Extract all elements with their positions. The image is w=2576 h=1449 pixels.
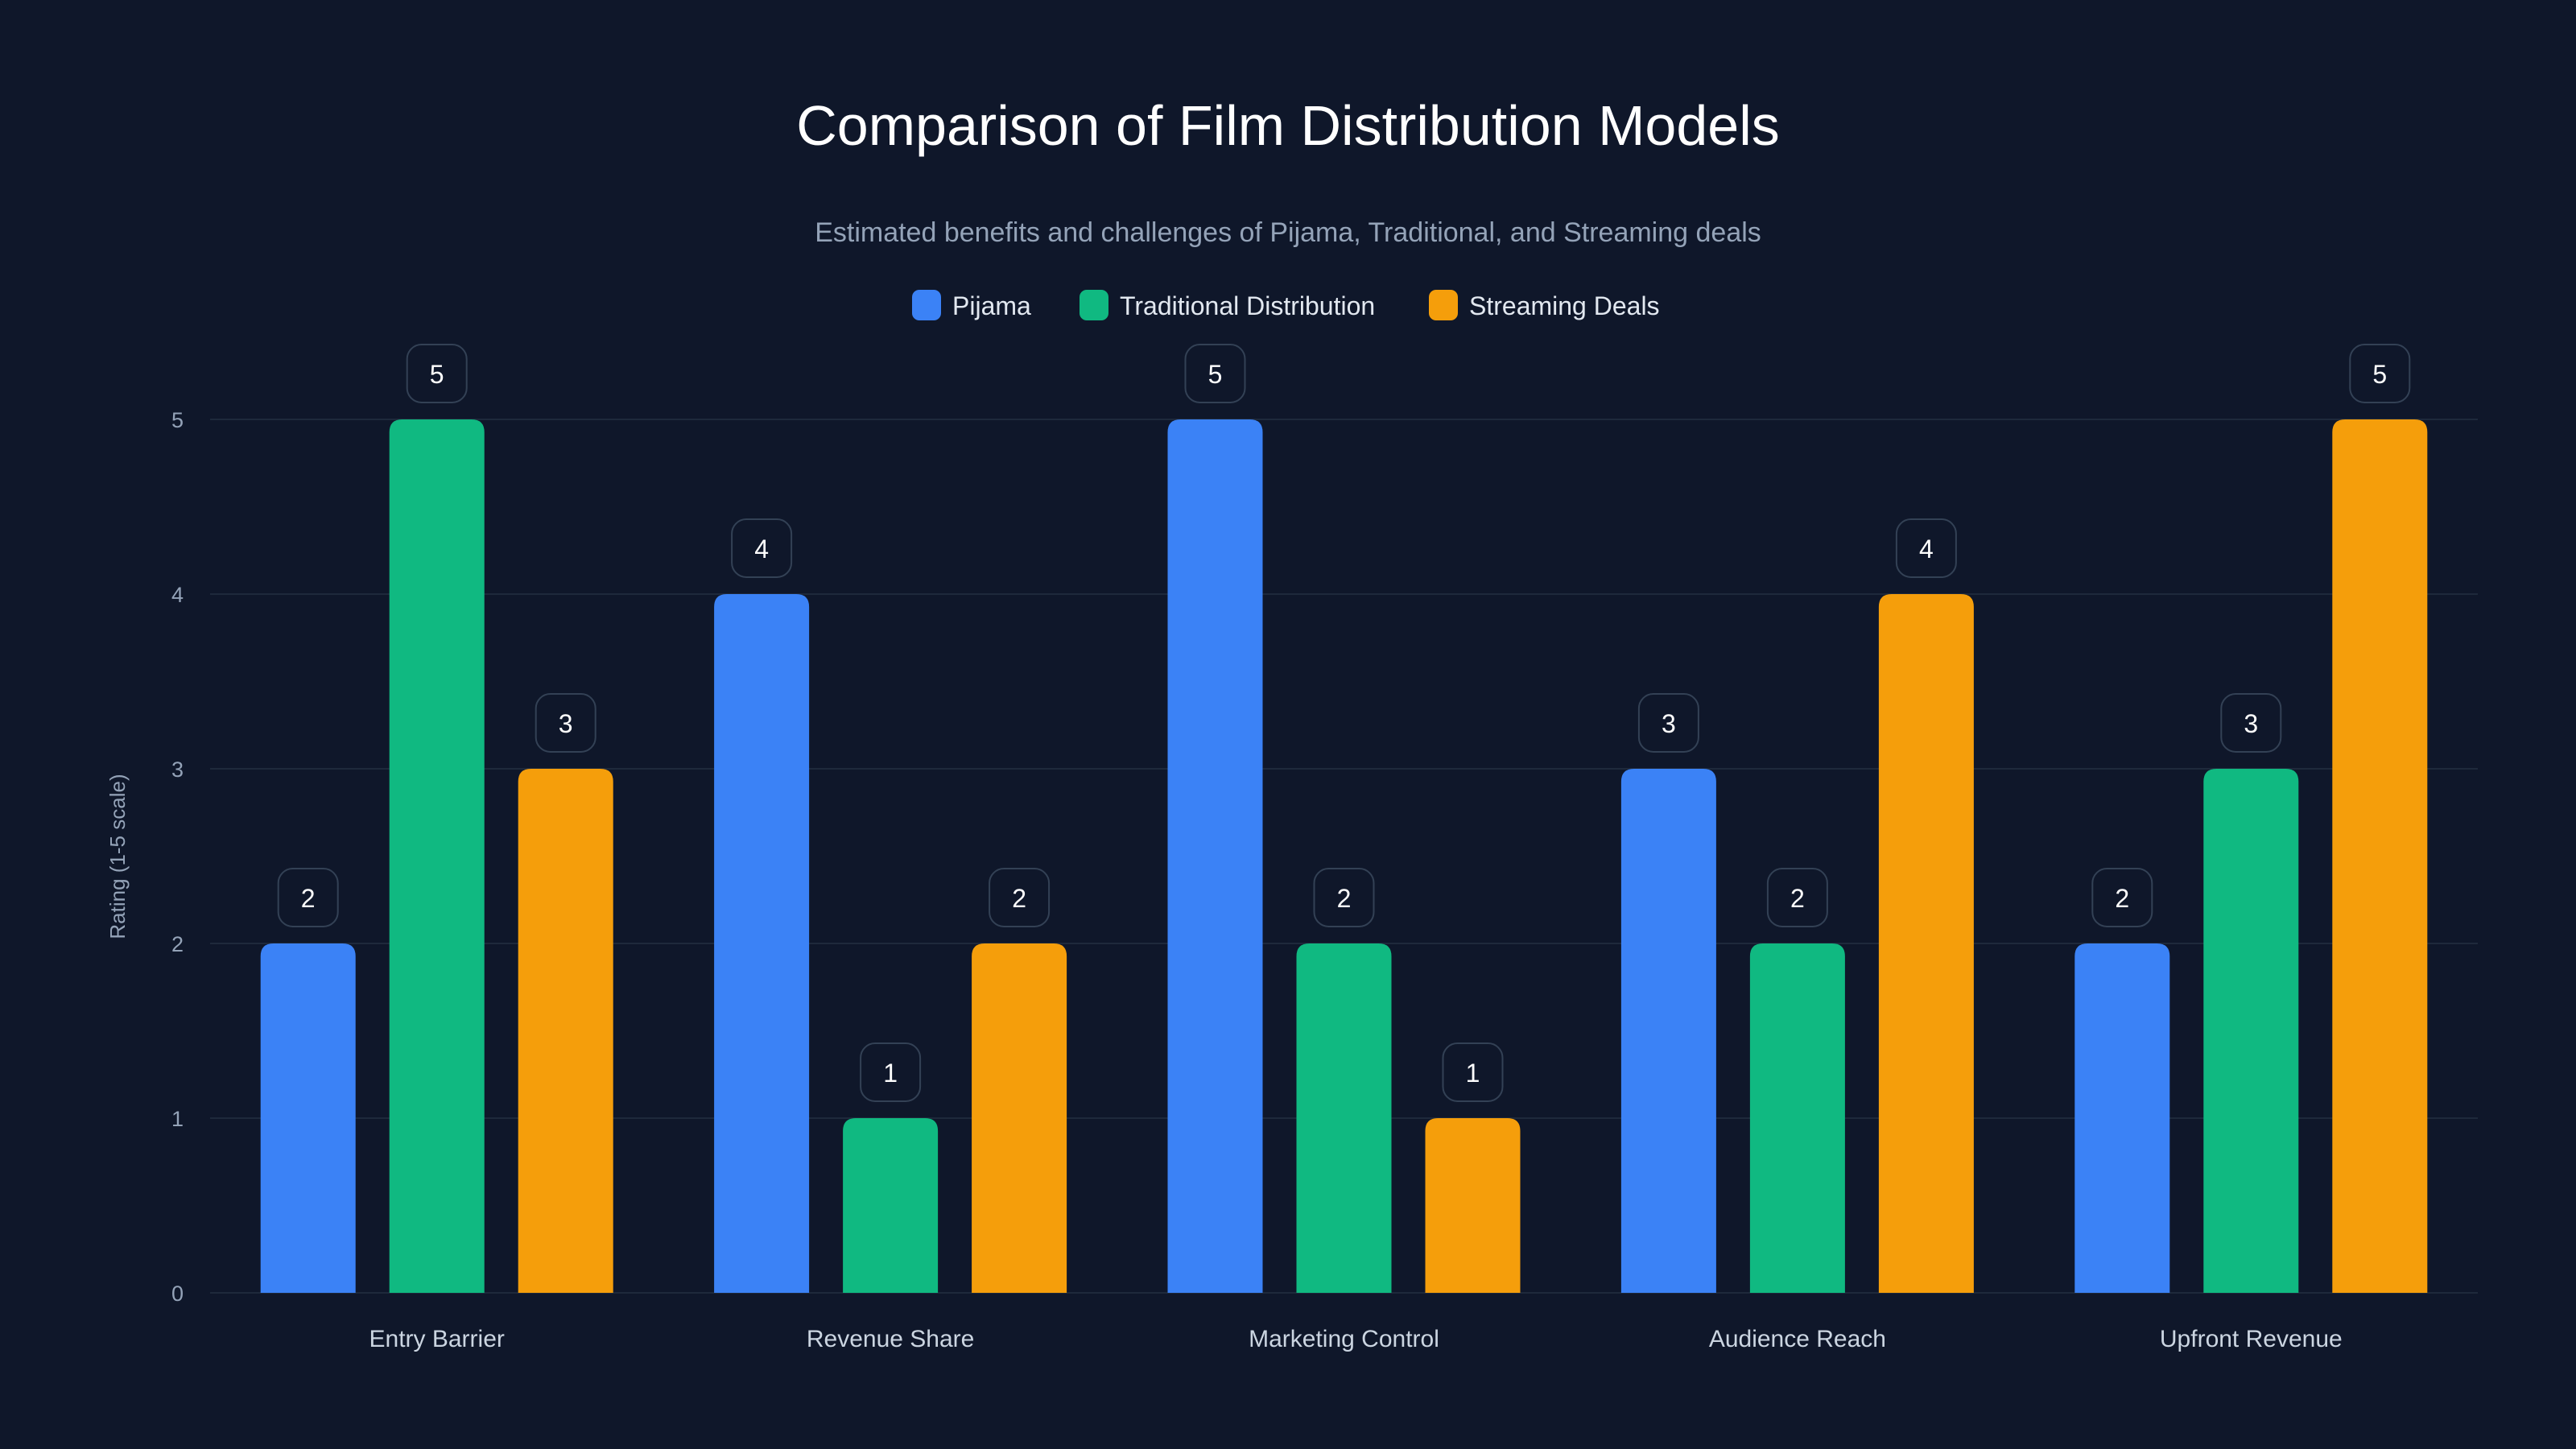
bar-traditional-distribution bbox=[389, 419, 485, 1293]
y-tick-label: 3 bbox=[171, 758, 184, 782]
data-label-box bbox=[1766, 868, 1828, 927]
data-label-box bbox=[2091, 868, 2153, 927]
data-label: 2 bbox=[2115, 884, 2129, 913]
bar-pijama bbox=[260, 943, 356, 1293]
y-tick-label: 5 bbox=[171, 408, 184, 432]
x-tick-label: Upfront Revenue bbox=[2160, 1326, 2343, 1352]
bar-pijama bbox=[2074, 943, 2170, 1293]
legend-swatch bbox=[1080, 290, 1108, 320]
data-label-box bbox=[860, 1042, 922, 1102]
chart-title: Comparison of Film Distribution Models bbox=[796, 94, 1780, 157]
data-label: 2 bbox=[301, 884, 316, 913]
bar-pijama bbox=[1167, 419, 1263, 1293]
data-label: 2 bbox=[1790, 884, 1805, 913]
chart-subtitle: Estimated benefits and challenges of Pij… bbox=[815, 217, 1761, 248]
data-label-box bbox=[2220, 693, 2282, 753]
y-tick-label: 4 bbox=[171, 583, 184, 607]
data-label: 2 bbox=[1012, 884, 1026, 913]
legend-swatch bbox=[912, 290, 941, 320]
data-label-box bbox=[2349, 344, 2411, 403]
bar-streaming-deals bbox=[972, 943, 1067, 1293]
data-label-box bbox=[1313, 868, 1375, 927]
bar-streaming-deals bbox=[518, 769, 613, 1293]
bar-traditional-distribution bbox=[2203, 769, 2299, 1293]
y-tick-label: 1 bbox=[171, 1107, 184, 1131]
data-label-box bbox=[1184, 344, 1246, 403]
bar-streaming-deals bbox=[1878, 594, 1974, 1293]
x-tick-label: Audience Reach bbox=[1709, 1326, 1886, 1352]
x-axis-categories: Entry Barrier Revenue Share Marketing Cont… bbox=[369, 1326, 2343, 1352]
x-tick-label: Revenue Share bbox=[807, 1326, 974, 1352]
x-tick-label: Marketing Control bbox=[1249, 1326, 1439, 1352]
data-label: 3 bbox=[2244, 709, 2258, 738]
data-label: 3 bbox=[559, 709, 573, 738]
bar-pijama bbox=[714, 594, 810, 1293]
data-label-box bbox=[277, 868, 339, 927]
bar-traditional-distribution bbox=[1296, 943, 1392, 1293]
data-label-box bbox=[1895, 518, 1957, 578]
data-label-box bbox=[1442, 1042, 1504, 1102]
legend-label: Pijama bbox=[952, 291, 1031, 320]
data-label: 1 bbox=[1466, 1059, 1480, 1088]
data-label-box bbox=[535, 693, 597, 753]
data-label-box bbox=[989, 868, 1051, 927]
data-label-box bbox=[406, 344, 468, 403]
data-label: 2 bbox=[1337, 884, 1352, 913]
y-tick-label: 2 bbox=[171, 932, 184, 956]
legend-label: Traditional Distribution bbox=[1120, 291, 1375, 320]
legend: Pijama Traditional Distribution Streaming … bbox=[912, 290, 1660, 320]
data-label: 5 bbox=[2372, 360, 2387, 389]
y-tick-label: 0 bbox=[171, 1282, 184, 1306]
bar-pijama bbox=[1620, 769, 1716, 1293]
legend-label: Streaming Deals bbox=[1469, 291, 1660, 320]
bar-traditional-distribution bbox=[1749, 943, 1845, 1293]
bar-streaming-deals bbox=[1425, 1118, 1521, 1293]
data-label: 1 bbox=[883, 1059, 898, 1088]
y-axis-label: Rating (1-5 scale) bbox=[105, 774, 130, 939]
data-label: 4 bbox=[1919, 535, 1934, 564]
bar-streaming-deals bbox=[2332, 419, 2428, 1293]
x-tick-label: Entry Barrier bbox=[369, 1326, 505, 1352]
data-label-box bbox=[731, 518, 793, 578]
y-axis-ticks: 0 1 2 3 4 5 bbox=[171, 408, 184, 1306]
legend-swatch bbox=[1429, 290, 1458, 320]
bars: 2 5 3 4 1 2 5 2 1 3 2 4 2 3 5 bbox=[260, 344, 2428, 1293]
data-label: 5 bbox=[430, 360, 444, 389]
data-label-box bbox=[1637, 693, 1699, 753]
data-label: 4 bbox=[754, 535, 769, 564]
bar-traditional-distribution bbox=[843, 1118, 939, 1293]
data-label: 5 bbox=[1208, 360, 1223, 389]
data-label: 3 bbox=[1662, 709, 1676, 738]
